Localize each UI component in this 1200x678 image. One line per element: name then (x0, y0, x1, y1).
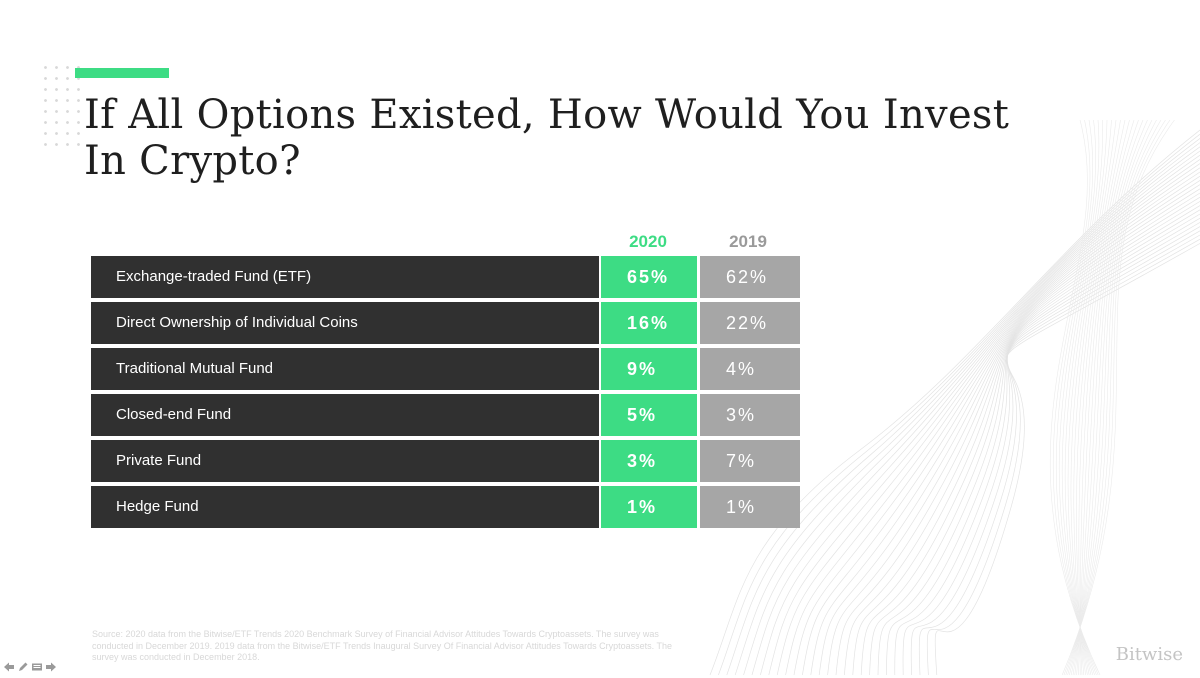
wave-line (1067, 120, 1108, 675)
source-note: Source: 2020 data from the Bitwise/ETF T… (92, 629, 672, 662)
wave-line (869, 209, 1200, 675)
wave-line (802, 175, 1200, 675)
wave-line (1070, 120, 1112, 675)
wave-line (1074, 120, 1144, 675)
column-header-2019: 2019 (729, 232, 767, 251)
row-label: Private Fund (91, 440, 599, 482)
wave-line (894, 222, 1200, 675)
wave-line (934, 243, 1200, 675)
value-2020-cell: 65% (601, 256, 697, 298)
wave-line (1079, 120, 1130, 675)
row-label: Traditional Mutual Fund (91, 348, 599, 390)
wave-line (1069, 120, 1157, 675)
row-label: Hedge Fund (91, 486, 599, 528)
wave-line (1078, 120, 1135, 675)
wave-line (910, 230, 1200, 675)
value-2020-cell: 5% (601, 394, 697, 436)
value-2019-cell: 3% (700, 394, 800, 436)
arrow-right-icon[interactable] (45, 660, 57, 672)
wave-line (886, 217, 1200, 675)
pen-icon[interactable] (17, 660, 29, 672)
wave-line (785, 167, 1200, 675)
wave-line (1072, 120, 1148, 675)
wave-line (902, 226, 1200, 675)
wave-line (1061, 120, 1100, 675)
wave-line (827, 188, 1200, 675)
wave-line (1063, 120, 1171, 675)
column-header-2020: 2020 (629, 232, 667, 251)
wave-line (1058, 120, 1097, 675)
page-title: If All Options Existed, How Would You In… (84, 92, 1010, 184)
wave-line (810, 180, 1200, 675)
wave-line (1064, 120, 1103, 675)
value-2019-cell: 62% (700, 256, 800, 298)
title-accent-bar (75, 68, 169, 78)
wave-line (818, 184, 1200, 675)
wave-line (1052, 120, 1099, 675)
wave-line (776, 163, 1200, 675)
wave-line (768, 159, 1200, 675)
value-2020-cell: 9% (601, 348, 697, 390)
value-2020-cell: 1% (601, 486, 697, 528)
wave-line (1076, 120, 1139, 675)
wave-line (1078, 120, 1126, 675)
wave-line (793, 171, 1200, 675)
wave-line (835, 192, 1200, 675)
wave-line (760, 154, 1200, 675)
slide-nav-controls (3, 660, 57, 672)
wave-line (860, 205, 1200, 675)
wave-line (751, 150, 1200, 675)
wave-line (743, 146, 1200, 675)
wave-line (1065, 120, 1166, 675)
value-2019-cell: 22% (700, 302, 800, 344)
wave-line (1076, 120, 1121, 675)
value-2019-cell: 4% (700, 348, 800, 390)
wave-line (1061, 120, 1175, 675)
wave-line (918, 234, 1200, 675)
value-2020-cell: 16% (601, 302, 697, 344)
arrow-left-icon[interactable] (3, 660, 15, 672)
slides-icon[interactable] (31, 660, 43, 672)
row-label: Exchange-traded Fund (ETF) (91, 256, 599, 298)
wave-line (926, 238, 1200, 675)
wave-line (1073, 120, 1117, 675)
row-label: Closed-end Fund (91, 394, 599, 436)
wave-line (1067, 120, 1162, 675)
value-2019-cell: 7% (700, 440, 800, 482)
wave-line (852, 201, 1200, 675)
wave-line (1055, 120, 1097, 675)
wave-line (734, 142, 1200, 675)
brand-logo-text: Bitwise (1115, 644, 1183, 665)
value-2020-cell: 3% (601, 440, 697, 482)
wave-line (877, 213, 1200, 675)
value-2019-cell: 1% (700, 486, 800, 528)
wave-line (1070, 120, 1153, 675)
wave-line (1049, 120, 1101, 675)
wave-line (844, 196, 1200, 675)
row-label: Direct Ownership of Individual Coins (91, 302, 599, 344)
